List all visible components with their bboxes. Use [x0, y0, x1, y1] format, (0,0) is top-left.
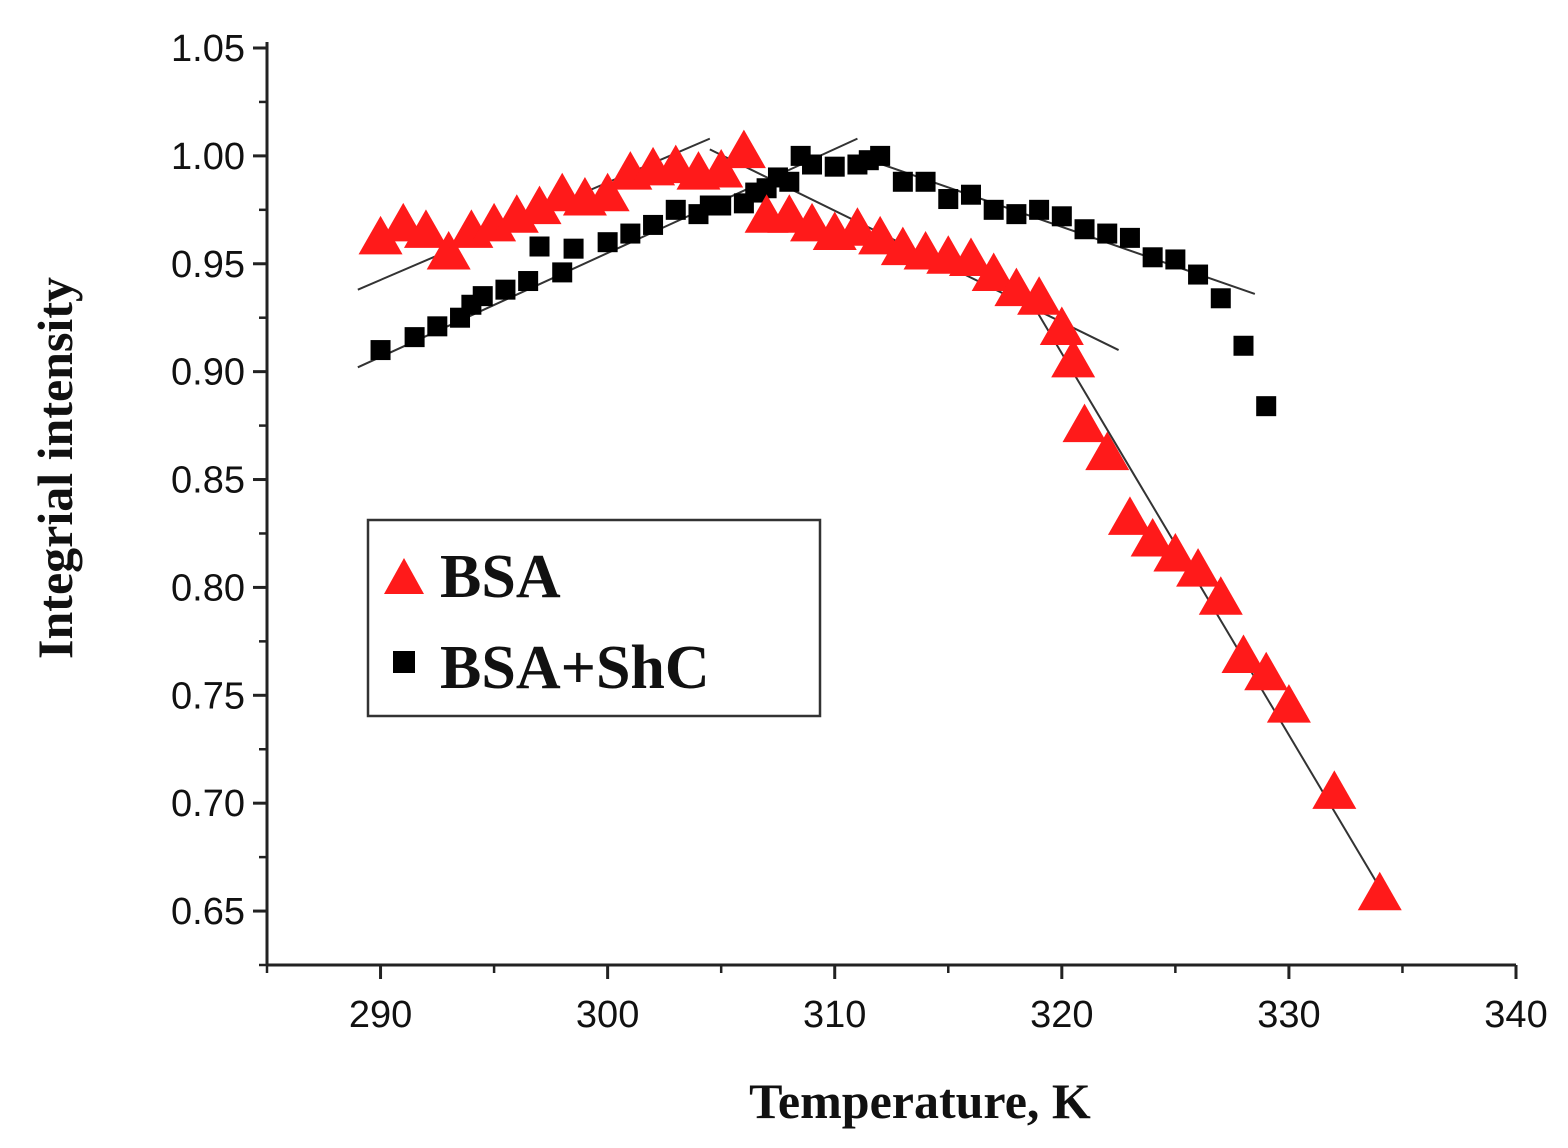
bsa-shc-point — [892, 171, 913, 192]
bsa-point — [1244, 651, 1289, 691]
bsa-shc-point — [1233, 335, 1254, 356]
bsa-shc-point — [472, 286, 493, 307]
bsa-shc-point — [1006, 204, 1027, 225]
bsa-shc-point — [1119, 227, 1140, 248]
y-tick-label: 1.00 — [171, 136, 245, 178]
x-tick-label: 300 — [576, 994, 639, 1036]
bsa-shc-point — [563, 238, 584, 259]
x-axis-title: Temperature, K — [749, 1073, 1091, 1129]
x-tick-label: 320 — [1030, 994, 1093, 1036]
bsa-point — [1357, 871, 1402, 911]
bsa-shc-point — [529, 236, 550, 257]
y-tick-label: 0.95 — [171, 244, 245, 286]
series-bsa-shc — [370, 145, 1277, 417]
bsa-shc-point — [1074, 219, 1095, 240]
bsa-point — [948, 237, 993, 276]
bsa-point — [358, 215, 403, 255]
bsa-shc-point — [870, 145, 891, 166]
bsa-shc-point — [665, 199, 686, 220]
bsa-point — [1107, 496, 1152, 535]
bsa-point — [971, 252, 1016, 292]
bsa-shc-point — [1256, 396, 1277, 417]
bsa-point — [426, 230, 471, 270]
bsa-shc-point — [960, 184, 981, 205]
bsa-shc-point — [643, 214, 664, 235]
legend: BSA BSA+ShC — [366, 518, 822, 718]
bsa-shc-point — [552, 262, 573, 283]
legend-label-bsa: BSA — [440, 543, 561, 611]
bsa-point — [1051, 338, 1096, 378]
bsa-shc-point — [620, 223, 641, 244]
bsa-shc-point — [1188, 264, 1209, 285]
bsa-point — [1266, 684, 1311, 723]
bsa-point — [1130, 517, 1175, 557]
bsa-point — [1176, 548, 1221, 587]
bsa-shc-point — [597, 232, 618, 253]
bsa-shc-point — [824, 156, 845, 177]
y-tick-label: 0.70 — [171, 783, 245, 825]
bsa-shc-point — [518, 271, 539, 292]
bsa-point — [1221, 634, 1266, 673]
bsa-point — [585, 172, 630, 212]
bsa-point — [994, 267, 1039, 307]
bsa-point — [790, 202, 835, 242]
bsa-point — [1062, 403, 1107, 443]
bsa-point — [699, 148, 744, 188]
bsa-point — [1017, 276, 1062, 315]
bsa-shc-point — [370, 340, 391, 361]
legend-marker-bsa — [384, 558, 424, 594]
bsa-point — [1153, 533, 1198, 572]
bsa-shc-point — [1165, 249, 1186, 270]
bsa-shc-point — [915, 171, 936, 192]
bsa-point — [1085, 431, 1130, 471]
axes: 0.65 0.70 0.75 0.80 0.85 0.90 0.95 1.00 1.05 290… — [171, 28, 1548, 1036]
bsa-point — [517, 185, 562, 225]
bsa-shc-point — [1097, 223, 1118, 244]
plot-area — [357, 129, 1402, 911]
bsa-point — [721, 129, 766, 169]
bsa-shc-point — [1142, 247, 1163, 268]
bsa-shc-point — [711, 195, 732, 216]
legend-box — [366, 518, 822, 718]
y-tick-label: 0.75 — [171, 675, 245, 717]
bsa-shc-point — [779, 171, 800, 192]
y-tick-label: 0.90 — [171, 352, 245, 394]
x-tick-label: 310 — [803, 994, 866, 1036]
bsa-point — [835, 207, 880, 246]
bsa-shc-point — [1051, 206, 1072, 227]
bsa-point — [1198, 576, 1243, 615]
legend-label-bsa-shc: BSA+ShC — [440, 634, 710, 702]
bsa-point — [1312, 770, 1357, 809]
bsa-shc-point — [983, 199, 1004, 220]
y-tick-label: 1.05 — [171, 28, 245, 70]
x-tick-label: 290 — [349, 994, 412, 1036]
bsa-shc-point — [802, 154, 823, 175]
x-ticks: 290 300 310 320 330 340 — [265, 965, 1548, 1036]
bsa-shc-point — [404, 327, 425, 348]
y-tick-label: 0.80 — [171, 567, 245, 609]
bsa-shc-point — [427, 316, 448, 337]
bsa-point — [403, 209, 448, 248]
y-tick-label: 0.65 — [171, 891, 245, 933]
x-tick-label: 330 — [1257, 994, 1320, 1036]
y-axis-title: Integrial intensity — [27, 277, 83, 659]
y-ticks: 0.65 0.70 0.75 0.80 0.85 0.90 0.95 1.00 1.05 — [171, 28, 267, 967]
x-tick-label: 340 — [1484, 994, 1547, 1036]
bsa-shc-point — [495, 279, 516, 300]
y-tick-label: 0.85 — [171, 460, 245, 502]
bsa-point — [858, 215, 903, 255]
bsa-point — [1039, 306, 1084, 345]
bsa-point — [767, 194, 812, 233]
legend-marker-bsa-shc — [393, 651, 415, 673]
bsa-shc-point — [1210, 288, 1231, 309]
bsa-shc-point — [1029, 199, 1050, 220]
bsa-shc-point — [938, 189, 959, 210]
series-bsa — [358, 129, 1402, 911]
